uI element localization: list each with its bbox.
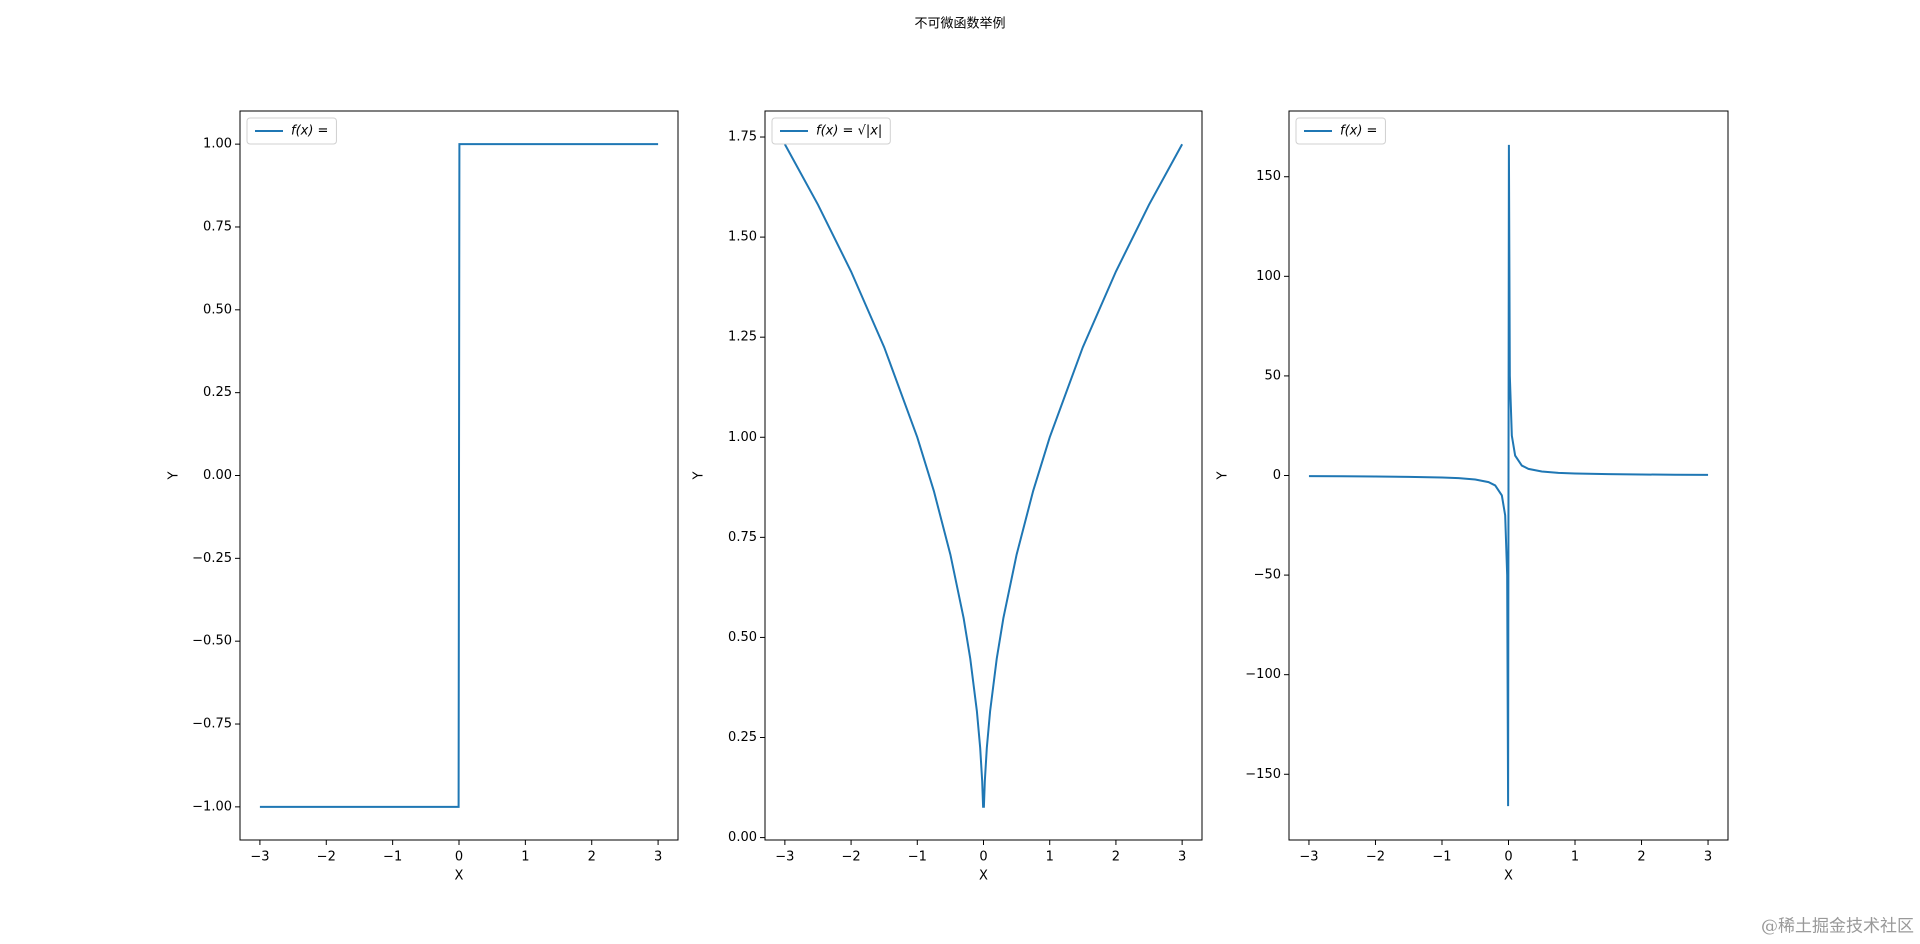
y-tick-label: 0.00 [728, 830, 757, 845]
x-tick-label: 0 [979, 850, 987, 865]
y-tick-label: 100 [1256, 269, 1281, 284]
line [259, 143, 659, 808]
x-tick-label: 2 [588, 850, 596, 865]
legend-label: f(x) = [291, 124, 328, 139]
y-tick-label: 0.25 [728, 730, 757, 745]
x-axis-label: X [455, 869, 464, 884]
y-axis-label: Y [692, 471, 707, 480]
x-tick-label: −3 [250, 850, 269, 865]
x-tick-label: 3 [654, 850, 662, 865]
y-tick-label: 0.75 [728, 530, 757, 545]
x-tick-label: −2 [317, 850, 336, 865]
y-tick-label: −100 [1245, 667, 1281, 682]
x-axis-label: X [1504, 869, 1513, 884]
x-tick-label: −2 [1366, 850, 1385, 865]
line [783, 143, 1184, 808]
y-tick-label: 0.50 [728, 630, 757, 645]
x-tick-label: −3 [775, 850, 794, 865]
legend-box [246, 117, 337, 145]
y-tick-label: 1.00 [728, 430, 757, 445]
x-tick-label: −1 [383, 850, 402, 865]
x-tick-label: 3 [1178, 850, 1186, 865]
x-tick-label: −2 [841, 850, 860, 865]
y-tick-label: −1.00 [192, 799, 232, 814]
y-tick-label: 1.00 [203, 137, 232, 152]
x-tick-label: 2 [1112, 850, 1120, 865]
y-tick-label: 1.25 [728, 330, 757, 345]
x-tick-label: 2 [1637, 850, 1645, 865]
y-axis-label: Y [167, 471, 182, 480]
x-axis-label: X [979, 869, 988, 884]
legend-label: f(x) = [1340, 124, 1377, 139]
y-axis-label: Y [1216, 471, 1231, 480]
legend-label: f(x) = √|x| [816, 124, 882, 139]
y-tick-label: −0.25 [192, 551, 232, 566]
legend-box [771, 117, 891, 145]
y-tick-label: 1.50 [728, 230, 757, 245]
y-tick-label: −0.50 [192, 634, 232, 649]
x-tick-label: 1 [1571, 850, 1579, 865]
x-tick-label: 0 [455, 850, 463, 865]
x-tick-label: 0 [1504, 850, 1512, 865]
y-tick-label: −150 [1245, 767, 1281, 782]
x-tick-label: 1 [1046, 850, 1054, 865]
x-tick-label: −1 [1432, 850, 1451, 865]
y-tick-label: −50 [1254, 568, 1281, 583]
y-tick-label: 150 [1256, 169, 1281, 184]
y-tick-label: 0.00 [203, 468, 232, 483]
y-tick-label: 0.75 [203, 219, 232, 234]
line [1308, 144, 1709, 807]
y-tick-label: 0.25 [203, 385, 232, 400]
watermark: @稀土掘金技术社区 [1761, 917, 1914, 937]
y-tick-label: 0.50 [203, 302, 232, 317]
x-tick-label: −3 [1299, 850, 1318, 865]
y-tick-label: −0.75 [192, 717, 232, 732]
x-tick-label: 3 [1704, 850, 1712, 865]
y-tick-label: 1.75 [728, 130, 757, 145]
x-tick-label: 1 [521, 850, 529, 865]
figure-title: 不可微函数举例 [914, 17, 1005, 32]
y-tick-label: 50 [1264, 368, 1281, 383]
y-tick-label: 0 [1273, 468, 1281, 483]
x-tick-label: −1 [908, 850, 927, 865]
legend-box [1295, 117, 1386, 145]
